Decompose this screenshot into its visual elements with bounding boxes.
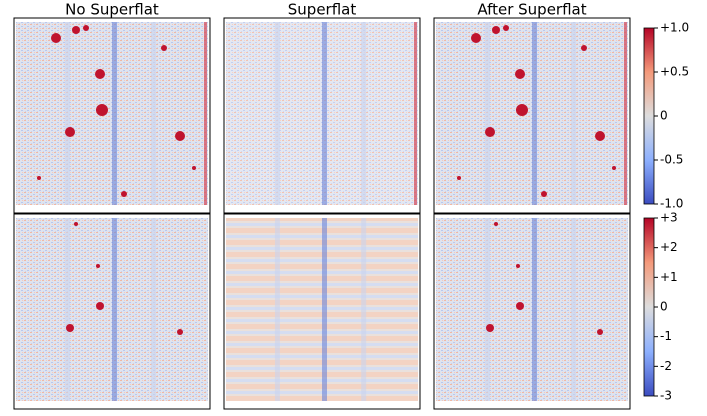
stripe [532, 22, 537, 205]
colorbar-tick-label: -1 [660, 329, 672, 343]
colorbar-tick-label: -2 [660, 359, 672, 373]
column-title: After Superflat [477, 1, 586, 19]
source [503, 25, 509, 31]
source [612, 166, 616, 170]
source [581, 45, 587, 51]
source [96, 264, 100, 268]
source [66, 324, 74, 332]
panel-frame [223, 17, 421, 214]
column-title: Superflat [288, 1, 357, 19]
source [161, 45, 167, 51]
source [83, 25, 89, 31]
panel-frame [13, 17, 211, 214]
panel-frame [223, 213, 421, 410]
panel-frame [433, 17, 631, 214]
colorbar [643, 27, 655, 205]
source [51, 33, 61, 43]
source [485, 127, 495, 137]
edge [624, 22, 627, 205]
source [96, 104, 108, 116]
stripe [322, 22, 327, 205]
panel-frame [433, 213, 631, 410]
stripe [484, 22, 490, 205]
panels [13, 17, 631, 410]
edge [414, 22, 417, 205]
stripe [274, 22, 280, 205]
source [37, 176, 41, 180]
source [175, 131, 185, 141]
source [597, 329, 603, 335]
source [541, 191, 547, 197]
source [595, 131, 605, 141]
source [121, 191, 127, 197]
source [516, 264, 520, 268]
source [486, 324, 494, 332]
stripe [151, 22, 157, 205]
image-panel [223, 17, 421, 214]
stripe [571, 218, 577, 401]
source [74, 222, 78, 226]
image-panel [433, 213, 631, 410]
image-panel [223, 213, 421, 410]
colorbar-tick-label: +1.0 [660, 21, 689, 35]
stripe [112, 218, 117, 401]
column-title: No Superflat [65, 1, 159, 19]
stripe [322, 218, 327, 401]
stripe [361, 218, 367, 401]
stripe [532, 218, 537, 401]
source [96, 302, 104, 310]
source [494, 222, 498, 226]
source [492, 26, 500, 34]
colorbar-tick-label: -1.0 [660, 197, 683, 211]
colorbar-tick-label: +3 [660, 211, 678, 225]
source [192, 166, 196, 170]
colorbar-tick-label: +0.5 [660, 65, 689, 79]
image-panel [13, 17, 211, 214]
stripe [64, 218, 70, 401]
colorbar-tick-label: 0 [660, 300, 668, 314]
stripe [274, 218, 280, 401]
stripe [112, 22, 117, 205]
source [516, 104, 528, 116]
stripe [484, 218, 490, 401]
colorbar-tick-label: 0 [660, 109, 668, 123]
image-panel [433, 17, 631, 214]
colorbar-tick-label: +1 [660, 270, 678, 284]
source [457, 176, 461, 180]
stripe [571, 22, 577, 205]
colorbar-tick-label: -3 [660, 389, 672, 403]
source [515, 69, 525, 79]
image-panel [13, 213, 211, 410]
source [65, 127, 75, 137]
colorbar-tick-label: +2 [660, 240, 678, 254]
source [72, 26, 80, 34]
source [471, 33, 481, 43]
source [95, 69, 105, 79]
colorbar-tick-label: -0.5 [660, 153, 683, 167]
source [177, 329, 183, 335]
stripe [151, 218, 157, 401]
stripe [64, 22, 70, 205]
stripe [361, 22, 367, 205]
source [516, 302, 524, 310]
panel-frame [13, 213, 211, 410]
colorbar [643, 217, 655, 397]
titles: No Superflat Superflat After Superflat [65, 1, 587, 19]
edge [204, 22, 207, 205]
